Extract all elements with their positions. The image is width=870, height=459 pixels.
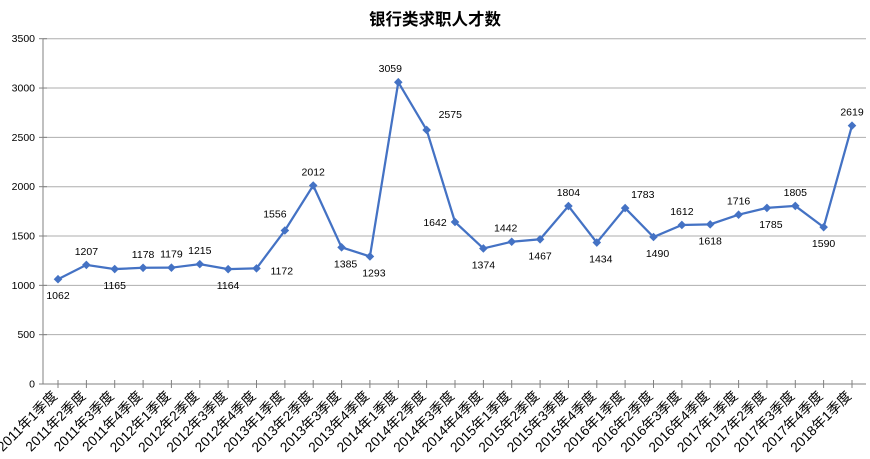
svg-text:1716: 1716	[727, 196, 751, 208]
svg-text:1215: 1215	[188, 245, 212, 257]
svg-text:1556: 1556	[263, 209, 287, 221]
svg-text:1785: 1785	[759, 219, 783, 231]
svg-text:2500: 2500	[12, 132, 36, 144]
svg-text:1000: 1000	[12, 280, 36, 292]
svg-text:1783: 1783	[631, 189, 655, 201]
svg-text:1179: 1179	[160, 249, 183, 261]
svg-text:3059: 3059	[379, 63, 403, 75]
svg-text:1490: 1490	[646, 248, 670, 260]
svg-text:1467: 1467	[528, 250, 552, 262]
svg-text:1590: 1590	[812, 238, 836, 250]
svg-text:1178: 1178	[132, 249, 155, 261]
svg-text:3000: 3000	[12, 83, 36, 95]
svg-text:1164: 1164	[217, 280, 240, 292]
svg-text:1612: 1612	[670, 206, 694, 218]
svg-text:1374: 1374	[472, 259, 496, 271]
svg-text:0: 0	[29, 379, 35, 391]
svg-text:1434: 1434	[589, 254, 613, 266]
svg-text:1500: 1500	[12, 231, 36, 243]
svg-text:1207: 1207	[75, 246, 99, 258]
svg-text:1805: 1805	[784, 187, 808, 199]
svg-text:2619: 2619	[840, 107, 864, 119]
svg-text:1442: 1442	[494, 223, 518, 235]
svg-text:1293: 1293	[362, 267, 386, 279]
svg-text:2575: 2575	[439, 109, 463, 121]
svg-text:3500: 3500	[12, 33, 36, 45]
svg-text:2000: 2000	[12, 181, 36, 193]
svg-text:1804: 1804	[557, 187, 581, 199]
svg-text:2012: 2012	[302, 167, 326, 179]
svg-text:500: 500	[17, 329, 35, 341]
svg-text:1172: 1172	[271, 265, 294, 277]
svg-text:1062: 1062	[46, 290, 70, 302]
svg-text:1165: 1165	[103, 280, 126, 292]
svg-text:1385: 1385	[334, 258, 358, 270]
svg-text:1618: 1618	[699, 235, 723, 247]
svg-text:1642: 1642	[423, 217, 447, 229]
